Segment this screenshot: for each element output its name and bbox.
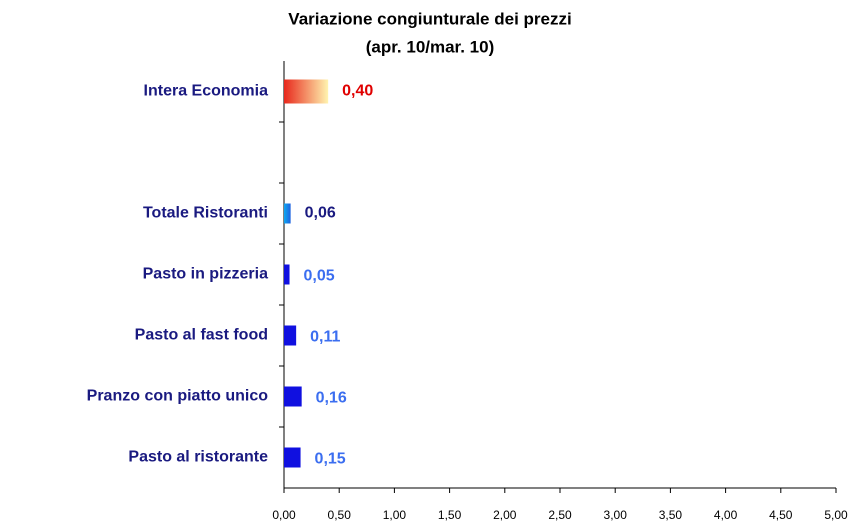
value-label: 0,16 [316, 390, 347, 407]
x-tick-label: 5,00 [824, 508, 848, 522]
category-label: Totale Ristoranti [143, 205, 268, 222]
x-tick-label: 1,50 [438, 508, 462, 522]
bar [284, 447, 301, 468]
chart-subtitle: (apr. 10/mar. 10) [366, 37, 495, 56]
bar [284, 264, 290, 285]
x-tick-label: 0,50 [328, 508, 352, 522]
x-tick-label: 2,50 [548, 508, 572, 522]
category-label: Pasto al fast food [135, 327, 268, 344]
x-tick-label: 1,00 [383, 508, 407, 522]
value-label: 0,05 [304, 268, 335, 285]
value-label: 0,11 [310, 329, 340, 346]
category-label: Pasto al ristorante [128, 449, 268, 466]
x-tick-label: 3,50 [659, 508, 683, 522]
category-label: Intera Economia [144, 83, 269, 100]
category-label: Pranzo con piatto unico [87, 388, 269, 405]
bar [284, 325, 297, 346]
category-label: Pasto in pizzeria [143, 266, 268, 283]
x-tick-label: 3,00 [604, 508, 628, 522]
x-tick-label: 4,50 [769, 508, 793, 522]
chart-title: Variazione congiunturale dei prezzi [288, 9, 571, 28]
x-tick-label: 0,00 [272, 508, 296, 522]
x-tick-label: 4,00 [714, 508, 738, 522]
value-label: 0,40 [342, 83, 373, 100]
bar [284, 386, 302, 407]
x-tick-label: 2,00 [493, 508, 517, 522]
value-label: 0,15 [315, 451, 346, 468]
bar [284, 79, 329, 104]
value-label: 0,06 [305, 205, 336, 222]
bar [284, 203, 291, 224]
